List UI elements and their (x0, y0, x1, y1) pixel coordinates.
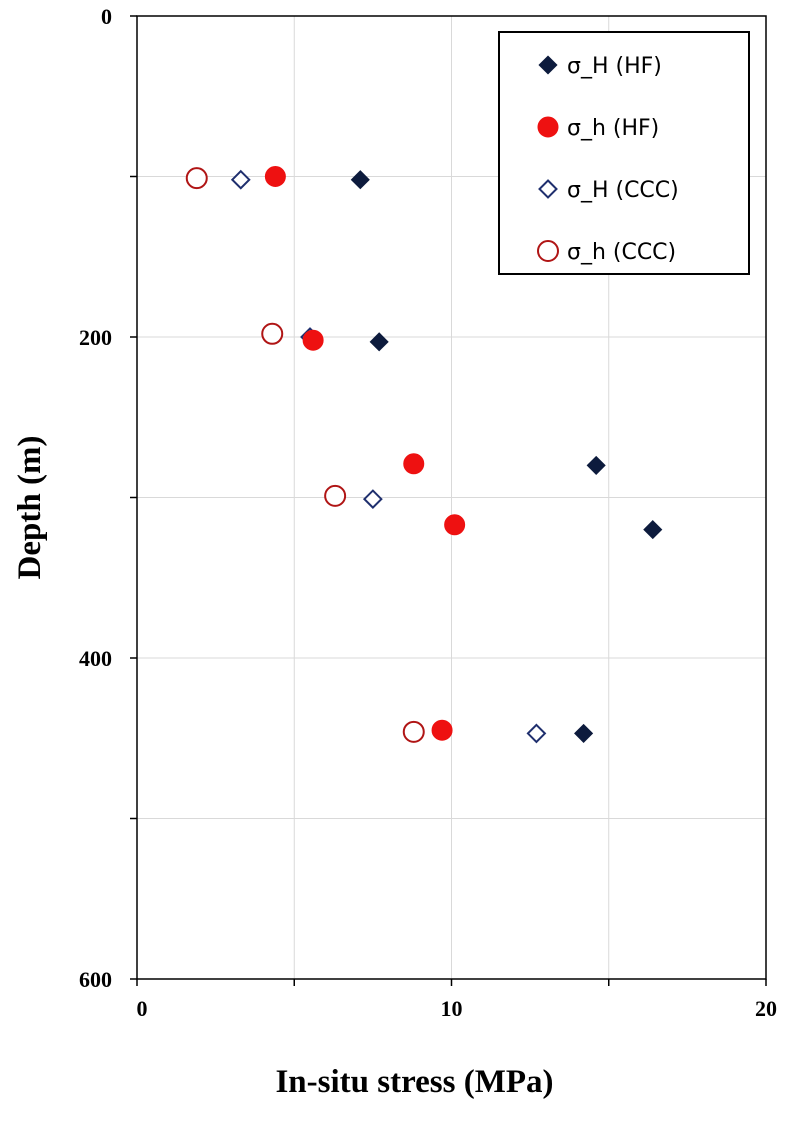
y-tick-label: 200 (79, 325, 112, 350)
data-point (261, 322, 284, 345)
legend-box (498, 31, 750, 275)
legend-entry-label: σ_H (CCC) (567, 178, 679, 203)
legend-marker (538, 55, 558, 75)
data-point (324, 484, 347, 507)
legend-marker (537, 116, 559, 138)
legend-entry-label: σ_H (HF) (567, 54, 662, 79)
data-point (402, 720, 425, 743)
data-point (526, 723, 547, 744)
data-point (586, 455, 606, 475)
legend-entry-label: σ_h (HF) (567, 116, 659, 141)
data-point (185, 167, 208, 190)
data-points (185, 166, 663, 744)
data-point (230, 169, 251, 190)
legend-marker (537, 240, 559, 262)
data-point (264, 166, 286, 187)
axis-ticks: 0 200 400 600 0 10 20 (79, 4, 777, 1021)
data-point (444, 514, 466, 536)
y-axis-title: Depth (m) (12, 436, 48, 580)
y-tick-label: 0 (101, 4, 112, 29)
legend-marker (538, 179, 558, 199)
x-tick-label: 0 (137, 996, 148, 1021)
legend-entry-label: σ_h (CCC) (567, 240, 676, 265)
data-point (350, 170, 370, 190)
y-tick-label: 600 (79, 967, 112, 992)
data-point (302, 329, 324, 351)
x-tick-label: 20 (755, 996, 777, 1021)
x-axis-title: In-situ stress (MPa) (275, 1064, 553, 1100)
data-point (369, 332, 389, 352)
data-point (431, 719, 453, 741)
legend: σ_H (HF) σ_h (HF) σ_H (CCC) σ_h (CCC) (498, 31, 750, 275)
y-tick-label: 400 (79, 646, 112, 671)
data-point (574, 723, 594, 743)
data-point (643, 520, 663, 540)
data-point (362, 489, 383, 510)
data-point (403, 453, 425, 475)
x-tick-label: 10 (441, 996, 463, 1021)
